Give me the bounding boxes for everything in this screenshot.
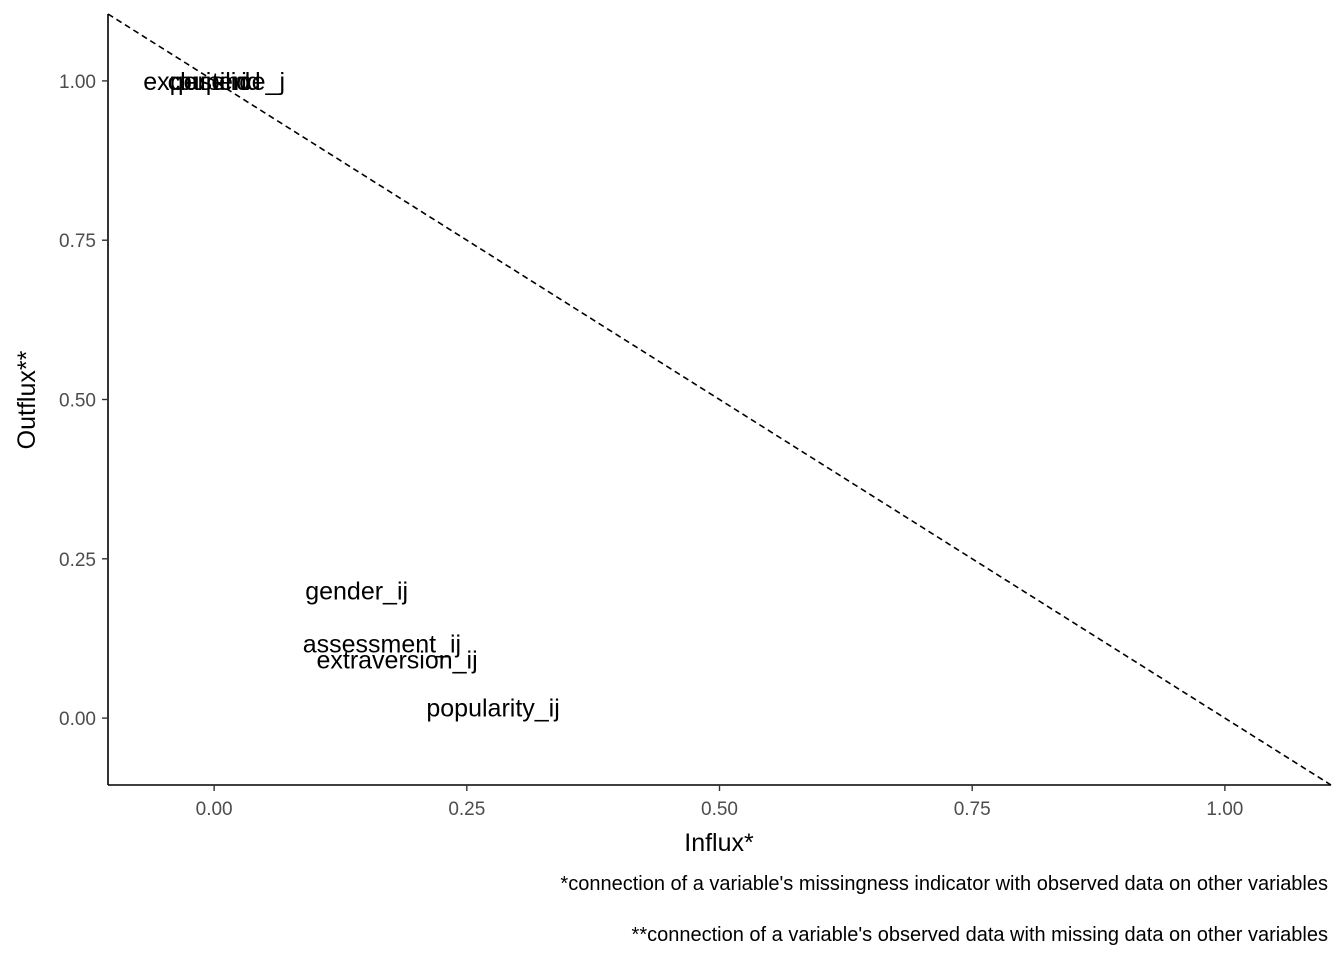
diagonal-reference-line <box>107 13 1332 786</box>
y-tick-label: 0.00 <box>59 709 96 730</box>
y-tick-label: 0.50 <box>59 391 96 412</box>
reference-line-layer <box>107 13 1332 786</box>
y-tick-label: 0.75 <box>59 231 96 252</box>
x-tick-label: 1.00 <box>1206 799 1243 820</box>
point-label: gender_ij <box>305 578 408 606</box>
x-tick-label: 0.00 <box>196 799 233 820</box>
point-label: clusterid <box>168 68 261 96</box>
y-tick-label: 1.00 <box>59 72 96 93</box>
y-axis-title: Outflux** <box>13 350 41 449</box>
x-tick-label: 0.50 <box>701 799 738 820</box>
point-label: experience_j <box>143 68 285 96</box>
y-ticks: 0.00 0.25 0.50 0.75 1.00 <box>59 72 108 730</box>
point-label: assessment_ij <box>303 631 461 659</box>
x-tick-label: 0.25 <box>448 799 485 820</box>
caption-outflux: **connection of a variable's observed da… <box>632 924 1328 946</box>
x-tick-label: 0.75 <box>954 799 991 820</box>
point-label: pupilid <box>178 68 250 96</box>
y-tick-label: 0.25 <box>59 550 96 571</box>
caption-influx: *connection of a variable's missingness … <box>560 873 1328 895</box>
x-ticks: 0.00 0.25 0.50 0.75 1.00 <box>196 785 1243 820</box>
x-axis-title: Influx* <box>684 829 754 857</box>
point-label: popularity_ij <box>426 694 559 722</box>
point-label: extraversion_ij <box>316 646 477 674</box>
